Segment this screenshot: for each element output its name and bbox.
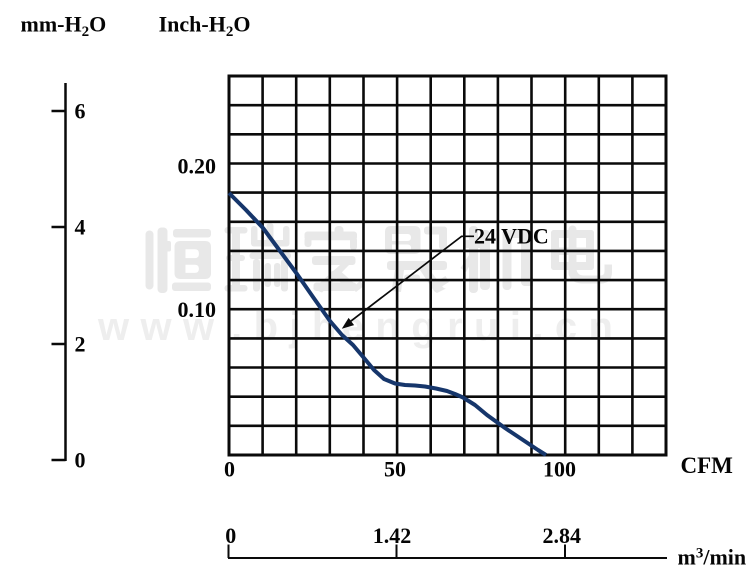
svg-text:6: 6 [75,98,86,123]
svg-text:Inch-H2O: Inch-H2O [159,11,251,40]
svg-text:0.10: 0.10 [178,297,217,322]
svg-text:50: 50 [384,457,406,482]
svg-text:www.bjhengrui.cn: www .bjhengrui.cn [97,305,624,349]
svg-text:m3/min: m3/min [678,544,747,569]
svg-text:0: 0 [224,457,235,482]
svg-text:0: 0 [225,523,236,548]
svg-text:CFM: CFM [681,453,734,478]
svg-text:0: 0 [75,447,86,472]
svg-text:24 VDC: 24 VDC [474,224,549,249]
svg-text:4: 4 [75,214,86,239]
svg-text:1.42: 1.42 [373,523,412,548]
svg-text:mm-H2O: mm-H2O [21,11,107,40]
svg-text:2: 2 [75,331,86,356]
svg-text:100: 100 [543,457,576,482]
svg-text:2.84: 2.84 [542,523,581,548]
svg-text:0.20: 0.20 [178,153,217,178]
